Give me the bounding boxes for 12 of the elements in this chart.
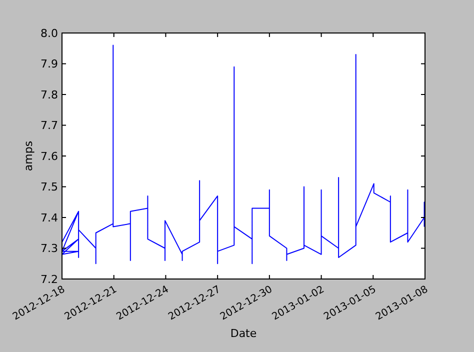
y-tick-label: 7.5 [40, 180, 58, 194]
y-tick-label: 7.8 [40, 88, 58, 102]
y-axis-title: amps [22, 140, 35, 172]
y-tick-label: 7.3 [40, 242, 58, 256]
y-tick-label: 7.9 [40, 58, 58, 71]
x-axis-title: Date [230, 327, 257, 340]
y-tick-label: 7.2 [40, 272, 58, 286]
y-tick-label: 7.7 [40, 119, 58, 132]
y-tick-label: 7.6 [40, 150, 58, 163]
line-series [62, 44, 425, 264]
y-tick-label: 7.4 [40, 211, 58, 224]
y-tick-label: 8.0 [40, 26, 58, 40]
